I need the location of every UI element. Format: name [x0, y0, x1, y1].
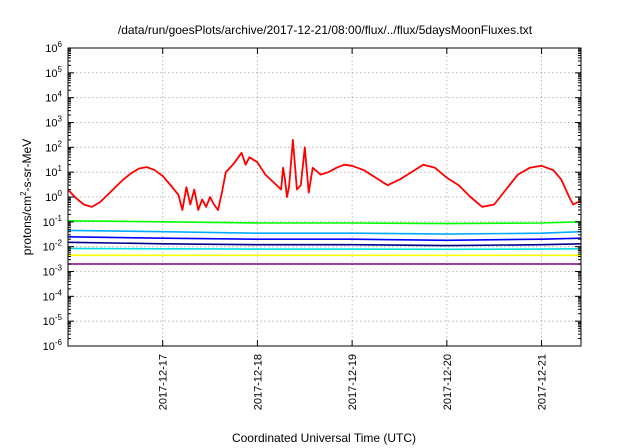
series-line-3	[67, 229, 582, 235]
y-tick-label: 105	[45, 65, 62, 80]
y-tick-label: 103	[45, 115, 62, 130]
y-tick-label: 10-2	[43, 239, 63, 254]
y-tick-label: 104	[45, 90, 62, 105]
y-tick-label: 101	[45, 164, 62, 179]
y-axis-label-sup: 2	[19, 191, 28, 196]
series-line-6	[67, 247, 582, 251]
grid-lines	[68, 48, 581, 346]
series-line-2	[67, 220, 582, 225]
y-tick-label: 10-1	[43, 214, 63, 229]
series-line-4	[67, 236, 582, 242]
y-tick-label: 10-3	[43, 264, 63, 279]
series-lines	[67, 138, 582, 265]
axis-ticks: 10-6 10-5 10-4 10-3 10-2 10-1 100 101 102 103 104 1…	[43, 40, 581, 410]
y-tick-label: 106	[45, 40, 62, 55]
x-axis-label: Coordinated Universal Time (UTC)	[232, 431, 416, 445]
y-tick-label: 10-6	[43, 338, 63, 353]
y-tick-label: 10-5	[43, 313, 63, 328]
x-tick-label: 2017-12-19	[347, 354, 359, 410]
x-tick-label: 2017-12-20	[442, 354, 454, 410]
y-axis-label-prefix: protons/cm	[20, 196, 34, 255]
series-line-5	[67, 241, 582, 247]
x-tick-label: 2017-12-21	[537, 354, 549, 410]
y-tick-label: 10-4	[43, 288, 63, 303]
y-tick-label: 102	[45, 139, 62, 154]
y-tick-label: 100	[45, 189, 62, 204]
x-tick-label: 2017-12-17	[158, 354, 170, 410]
x-tick-label: 2017-12-18	[252, 354, 264, 410]
chart-title: /data/run/goesPlots/archive/2017-12-21/0…	[118, 23, 533, 37]
series-line-1	[67, 138, 582, 211]
y-axis-label: protons/cm2-s-sr-MeV	[19, 139, 34, 255]
y-axis-label-suffix: -s-sr-MeV	[20, 139, 34, 192]
